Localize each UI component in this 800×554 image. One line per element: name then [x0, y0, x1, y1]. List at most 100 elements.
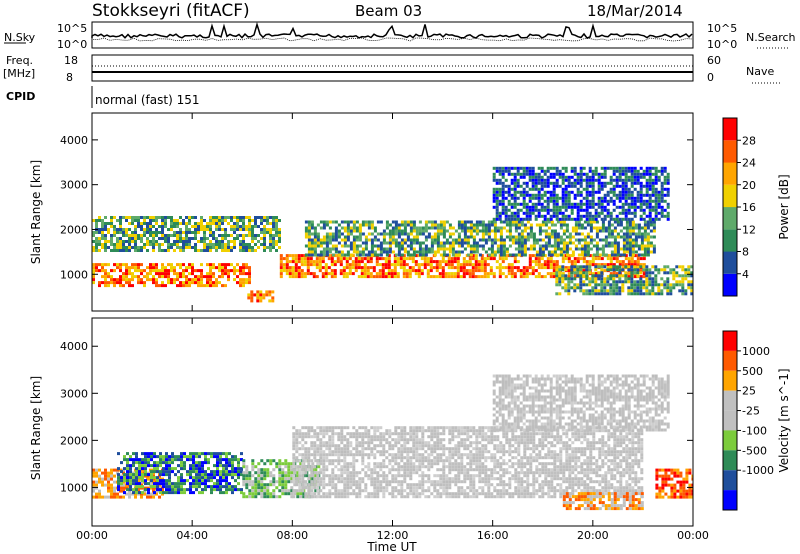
power-cell — [525, 275, 529, 279]
power-cell — [577, 226, 581, 230]
power-cell — [513, 217, 517, 221]
velocity-cell — [183, 491, 186, 495]
power-cell — [161, 284, 164, 288]
velocity-cell — [340, 447, 344, 451]
power-cell — [645, 178, 649, 182]
power-cell — [606, 275, 610, 279]
velocity-cell — [284, 492, 288, 496]
power-cell — [328, 235, 332, 239]
power-cell — [161, 272, 164, 276]
power-cell — [340, 220, 344, 224]
power-cell — [337, 241, 341, 245]
freq-unit: [MHz] — [3, 67, 35, 80]
power-cell — [128, 269, 131, 273]
power-cell — [415, 238, 419, 242]
power-cell — [567, 178, 571, 182]
power-cell — [520, 238, 524, 242]
velocity-cell — [260, 492, 264, 496]
velocity-cell — [307, 468, 311, 472]
power-cell — [352, 226, 356, 230]
power-cell — [622, 232, 626, 236]
power-cell — [636, 292, 640, 296]
velocity-cell — [254, 489, 258, 493]
power-cell — [242, 281, 245, 285]
power-cell — [579, 190, 583, 194]
power-cell — [561, 166, 565, 170]
velocity-cell — [301, 486, 305, 490]
power-cell — [646, 250, 650, 254]
power-cell — [140, 278, 143, 282]
power-cell — [233, 222, 236, 225]
power-cell — [541, 250, 545, 254]
power-cell — [263, 228, 266, 231]
velocity-cell — [192, 461, 195, 465]
power-cell — [360, 266, 364, 270]
power-cell — [603, 184, 607, 188]
velocity-cell — [150, 452, 153, 456]
velocity-cell — [307, 489, 311, 493]
power-cell — [191, 263, 194, 267]
power-cell — [474, 275, 478, 279]
velocity-cell — [132, 461, 135, 465]
power-cell — [340, 244, 344, 248]
power-cell — [573, 205, 577, 209]
velocity-cell — [92, 495, 95, 499]
power-cell — [591, 196, 595, 200]
power-cell — [564, 196, 568, 200]
power-cell — [622, 235, 626, 239]
power-cell — [429, 263, 433, 267]
power-cell — [567, 190, 571, 194]
velocity-cell — [296, 474, 300, 478]
power-cell — [173, 225, 176, 228]
power-cell — [609, 286, 613, 290]
power-cell — [490, 223, 494, 227]
velocity-cell — [304, 441, 308, 445]
velocity-cell — [189, 488, 192, 492]
velocity-cell — [275, 462, 279, 466]
velocity-cell — [361, 426, 365, 430]
power-cell — [468, 269, 472, 273]
power-cell — [463, 238, 467, 242]
power-cell — [348, 263, 352, 267]
power-cell — [134, 275, 137, 279]
power-cell — [430, 244, 434, 248]
power-cell — [529, 232, 533, 236]
power-cell — [206, 225, 209, 228]
power-cell — [182, 246, 185, 249]
power-cell — [513, 184, 517, 188]
power-cell — [242, 266, 245, 270]
power-cell — [564, 199, 568, 203]
power-cell — [448, 247, 452, 251]
power-cell — [669, 283, 673, 287]
power-cell — [92, 272, 95, 276]
power-cell — [406, 244, 410, 248]
power-cell — [616, 220, 620, 224]
power-cell — [424, 235, 428, 239]
velocity-cell — [367, 438, 371, 442]
power-cell — [475, 250, 479, 254]
power-cell — [179, 228, 182, 231]
velocity-cell — [204, 488, 207, 492]
power-cell — [236, 275, 239, 279]
power-cell — [624, 217, 628, 221]
power-cell — [457, 220, 461, 224]
velocity-cell — [116, 492, 119, 496]
power-cell — [492, 190, 496, 194]
power-cell — [260, 216, 263, 219]
power-cell — [588, 211, 592, 215]
power-cell — [517, 253, 521, 257]
power-cell — [227, 246, 230, 249]
power-cell — [594, 202, 598, 206]
power-cell — [300, 263, 304, 267]
power-cell — [218, 275, 221, 279]
power-cell — [660, 166, 664, 170]
power-cell — [424, 220, 428, 224]
velocity-cell — [162, 491, 165, 495]
power-cell — [101, 234, 104, 237]
power-cell — [164, 275, 167, 279]
power-cell — [325, 241, 329, 245]
velocity-cell — [150, 458, 153, 462]
power-cell — [642, 283, 646, 287]
power-cell — [173, 240, 176, 243]
